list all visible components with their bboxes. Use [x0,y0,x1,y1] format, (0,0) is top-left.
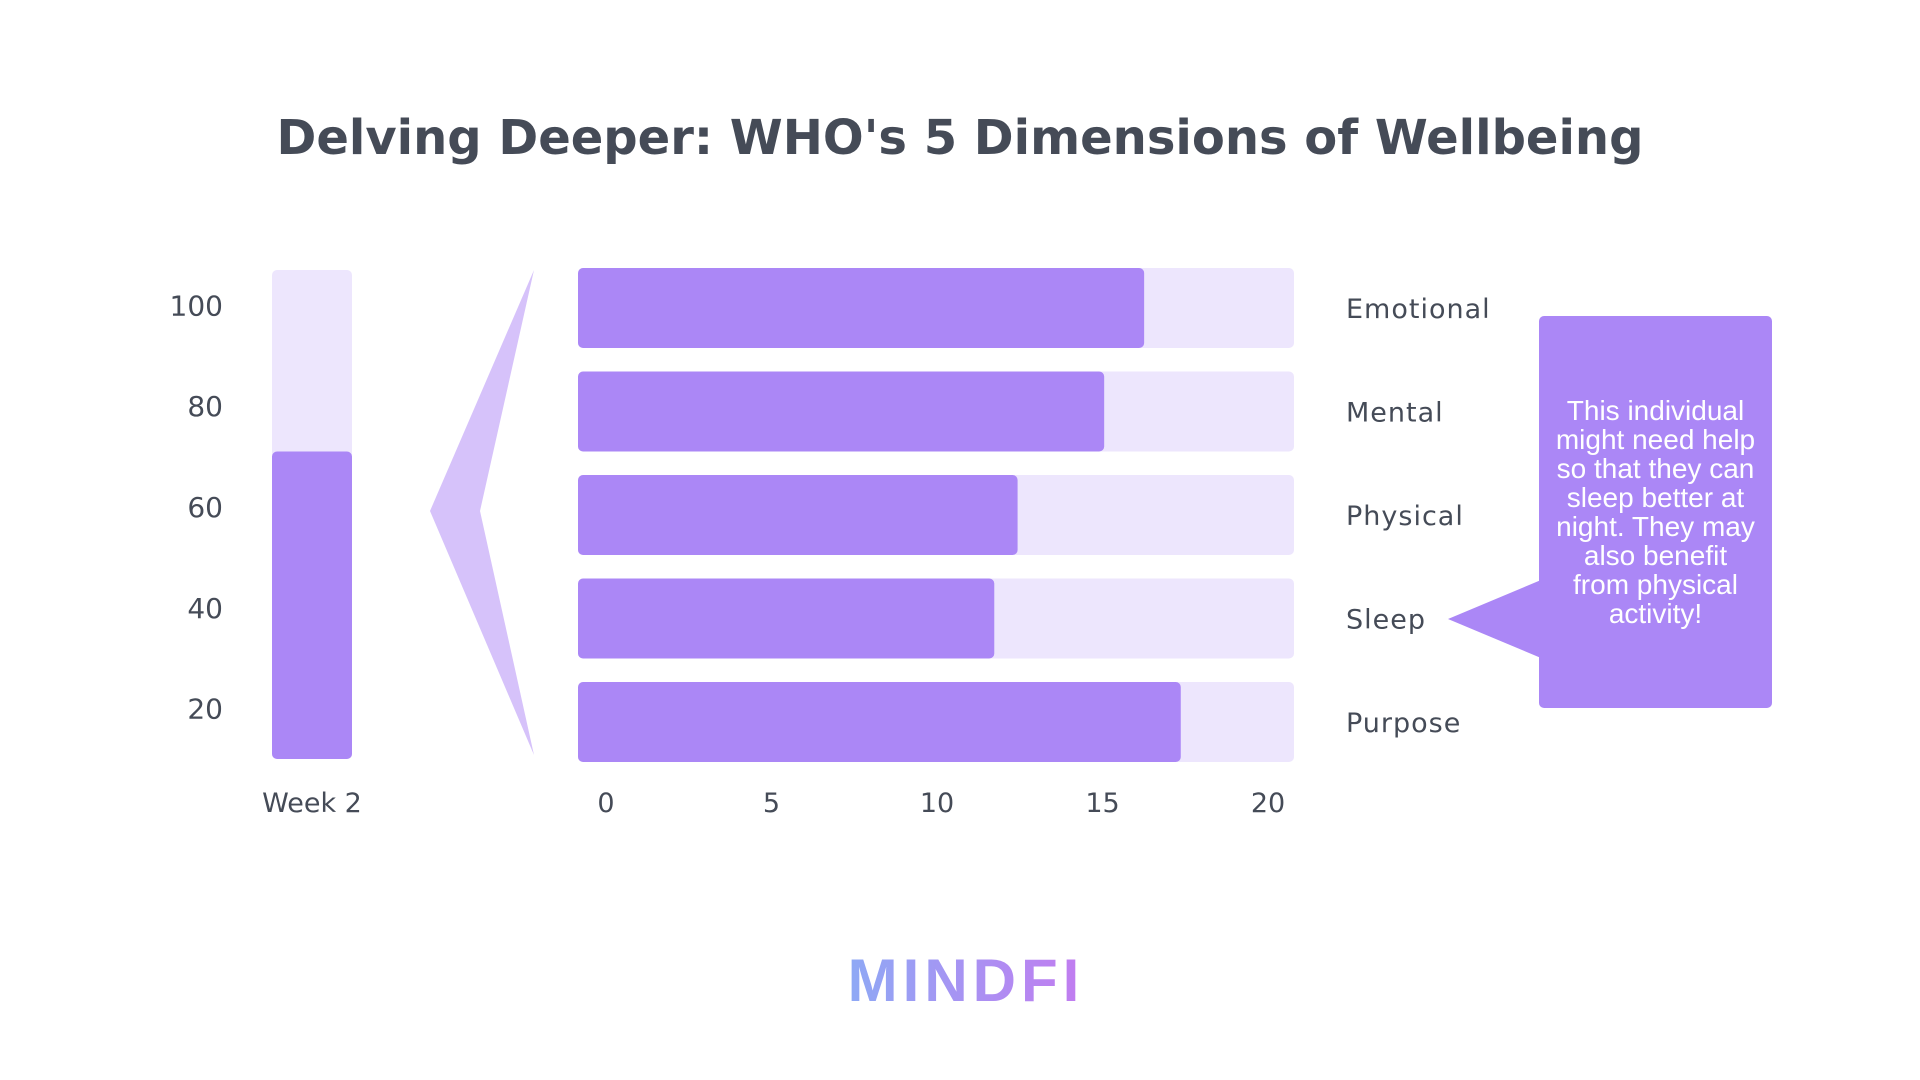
x-tick-label: 15 [1085,788,1119,819]
x-tick-label: 0 [597,788,614,819]
callout-text: This individual might need help so that … [1555,395,1756,629]
dimension-label-sleep: Sleep [1346,605,1426,636]
dimension-bar-mental [578,371,1105,452]
x-tick-label: 20 [1251,788,1285,819]
week-score-bar-chart: 100 80 60 40 20 Week 2 [170,270,362,819]
dimension-bar-physical [578,475,1018,555]
callout-bubble [1448,316,1772,708]
y-tick-label: 80 [187,390,223,423]
x-tick-label: 10 [920,788,954,819]
y-tick-label: 20 [187,693,223,726]
zoom-wedge-shape [430,270,534,755]
dimension-bar-emotional [578,268,1145,348]
dimension-bar-sleep [578,578,995,659]
dimension-label-purpose: Purpose [1346,708,1461,739]
dimension-bar-purpose [578,682,1181,762]
week-category-label: Week 2 [262,788,362,819]
y-tick-label: 60 [187,491,223,524]
dimension-label-emotional: Emotional [1346,294,1491,325]
mindfi-logo: MINDFI [848,947,1085,1014]
y-tick-label: 40 [187,592,223,625]
callout-pointer-shape [1448,580,1541,658]
dimension-label-mental: Mental [1346,398,1444,429]
callout-box [1539,316,1772,708]
week-bar [272,451,352,759]
x-tick-label: 5 [763,788,780,819]
chart-title: Delving Deeper: WHO's 5 Dimensions of We… [277,110,1644,166]
y-tick-label: 100 [170,289,223,322]
dimension-bar-chart: Emotional Mental Physical Sleep Purpose … [578,268,1491,819]
dimension-label-physical: Physical [1346,501,1464,532]
